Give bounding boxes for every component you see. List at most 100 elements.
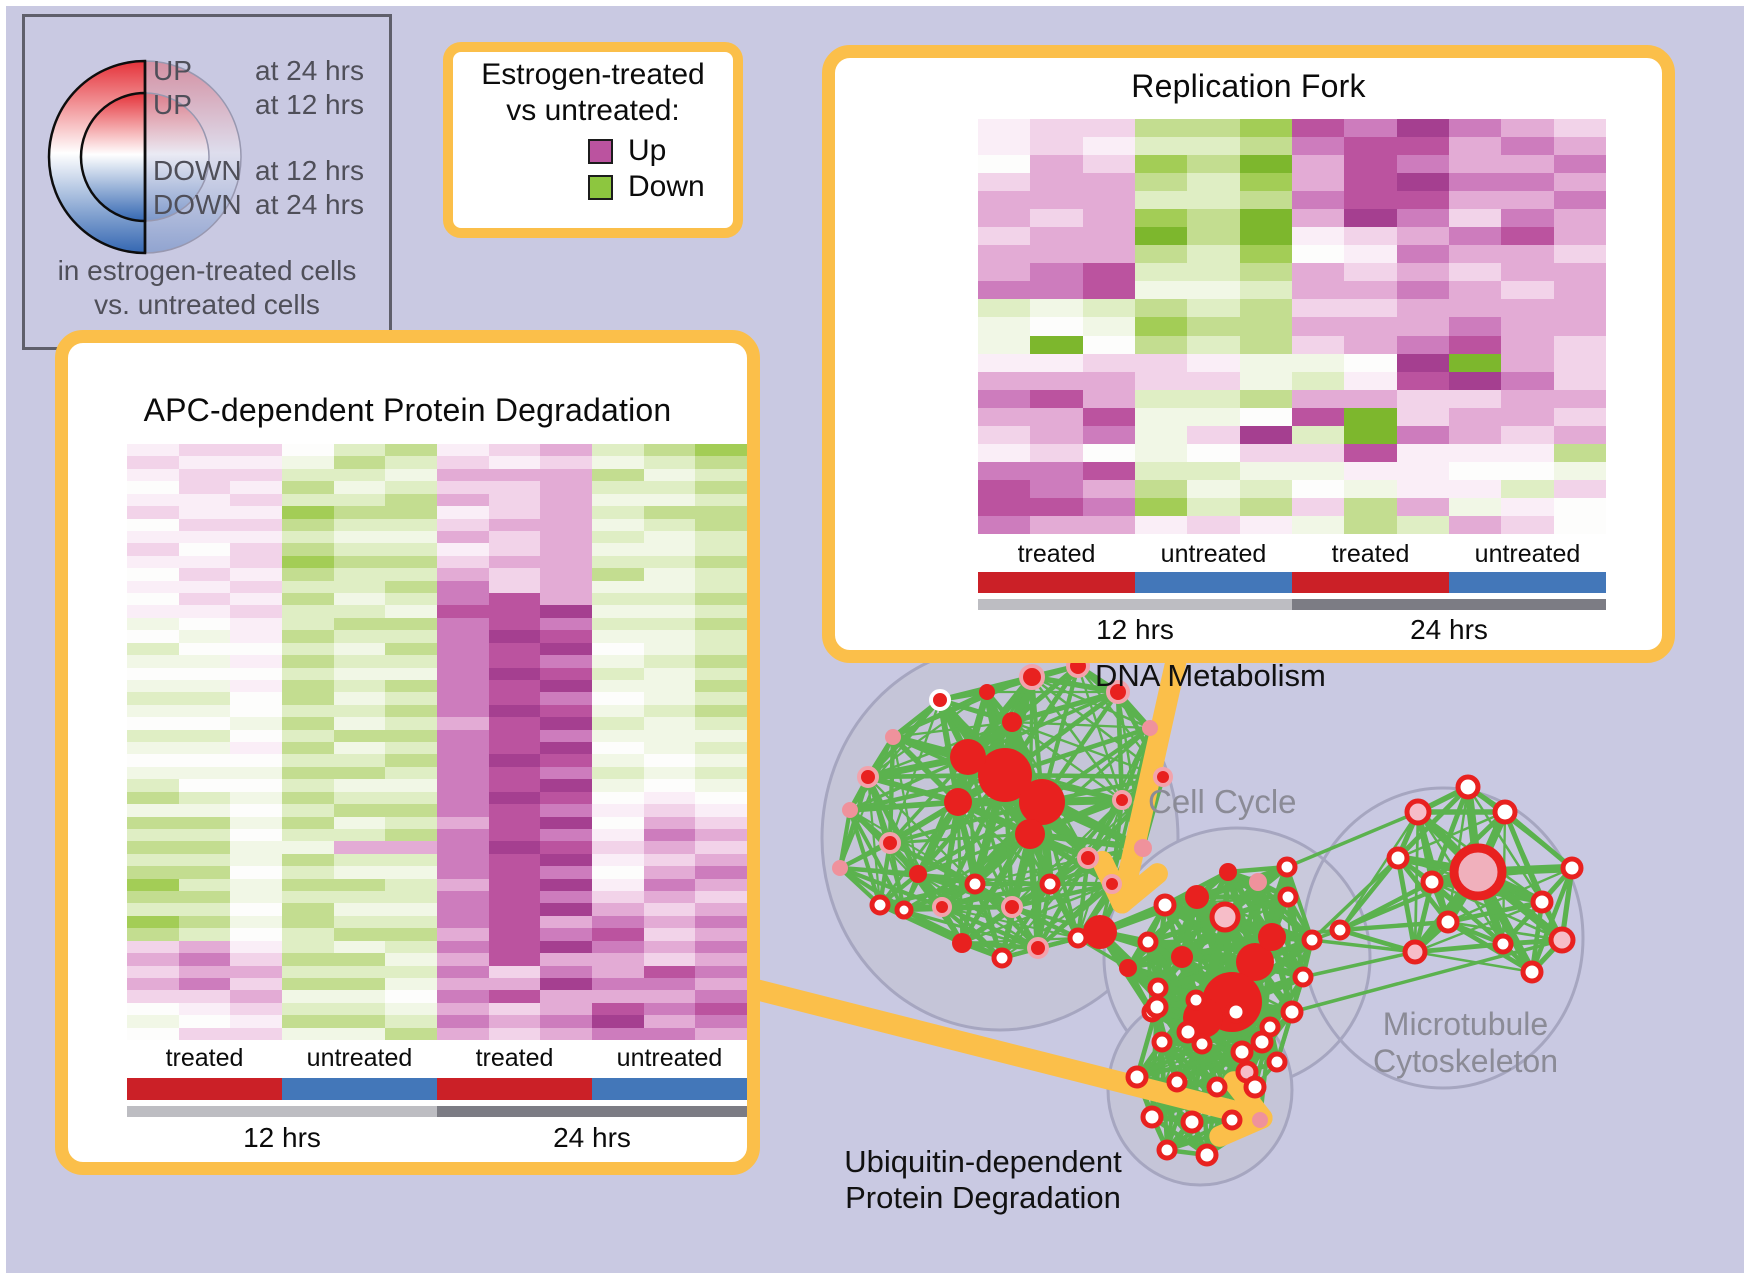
gene-node (1153, 767, 1173, 787)
gene-node (1180, 1110, 1204, 1134)
gene-node (1301, 929, 1323, 951)
time-label: 24 hrs (1410, 614, 1488, 645)
group-label: treated (475, 1044, 554, 1072)
estrogen-legend-title-line2: vs untreated: (506, 94, 680, 127)
ubiquitin-label-line1: Ubiquitin-dependent (844, 1144, 1122, 1179)
apc-panel: APC-dependent Protein Degradation treate… (55, 330, 760, 1175)
microtubule-label-line1: Microtubule (1382, 1006, 1549, 1042)
gene-node (1492, 799, 1518, 825)
updown-line: UP at 12 hrs (153, 89, 364, 121)
group-label: untreated (1474, 540, 1581, 568)
gene-node (1001, 896, 1023, 918)
direction-label: DOWN (153, 189, 242, 220)
gene-node (1436, 910, 1460, 934)
link-arrowhead (1111, 863, 1168, 914)
gene-node (1520, 960, 1544, 984)
gene-node (1019, 779, 1065, 825)
gene-node (1548, 926, 1576, 954)
gene-node (1185, 885, 1209, 909)
gene-node (929, 689, 951, 711)
gene-node (1292, 966, 1314, 988)
gene-node (1420, 870, 1444, 894)
treatment-bars (127, 1078, 747, 1100)
gene-node (1145, 995, 1169, 1019)
gene-node (1083, 915, 1117, 949)
gene-node (1329, 919, 1351, 941)
panel-title: APC-dependent Protein Degradation (143, 392, 672, 428)
direction-label: UP (153, 89, 192, 120)
gene-node (842, 802, 858, 818)
time-label: at 24 hrs (255, 55, 364, 86)
gene-node (1230, 1040, 1254, 1064)
time-labels: 12 hrs 24 hrs (978, 614, 1606, 646)
gene-node (1077, 847, 1099, 869)
gene-node (1125, 1065, 1149, 1089)
group-label: treated (1017, 540, 1096, 568)
gene-node (1259, 1016, 1281, 1038)
gene-node (1221, 1109, 1243, 1131)
time-bars (978, 599, 1606, 610)
up-label: Up (628, 134, 667, 167)
gene-node (1266, 1051, 1288, 1073)
time-bars (127, 1106, 747, 1117)
gene-node (885, 729, 901, 745)
time-label: at 24 hrs (255, 189, 364, 220)
legend-row-up: Up (588, 134, 666, 168)
gene-node (1455, 774, 1481, 800)
replication-fork-heatmap (978, 119, 1606, 534)
gene-node (1176, 1020, 1200, 1044)
panel-title: Replication Fork (1131, 68, 1366, 104)
ubiquitin-label-line2: Protein Degradation (845, 1180, 1121, 1215)
link-arrow-shaft (1111, 641, 1189, 914)
gene-node (944, 788, 972, 816)
gene-node (1191, 1033, 1213, 1055)
gene-node (1243, 1075, 1267, 1099)
updown-gradient-icon (47, 59, 242, 255)
group-label: treated (1331, 540, 1410, 568)
gene-node (978, 748, 1032, 802)
treatment-bars (978, 572, 1606, 593)
direction-label: UP (153, 55, 192, 86)
gene-node (1530, 890, 1554, 914)
gene-node (1002, 712, 1022, 732)
gene-node (1185, 989, 1207, 1011)
gene-node (1492, 933, 1514, 955)
gene-node (857, 766, 879, 788)
down-swatch (588, 174, 613, 200)
gene-node (1449, 843, 1507, 901)
gene-node (952, 933, 972, 953)
gene-node (1039, 873, 1061, 895)
gene-node (1402, 939, 1428, 965)
gene-node (1019, 664, 1045, 690)
group-labels: treated untreated treated untreated (127, 1044, 747, 1073)
updown-caption-line2: vs. untreated cells (94, 289, 320, 320)
gene-node (1252, 1112, 1268, 1128)
gene-node (1258, 923, 1286, 951)
gene-node (979, 684, 995, 700)
updown-line: DOWN at 12 hrs (153, 155, 364, 187)
apc-heatmap (127, 444, 747, 1040)
time-label: 12 hrs (243, 1122, 321, 1153)
gene-node (869, 894, 891, 916)
group-label: treated (165, 1044, 244, 1072)
gene-node (1112, 790, 1132, 810)
gene-node (1119, 959, 1137, 977)
gene-node (1015, 819, 1045, 849)
replication-fork-panel: Replication Fork treated untreated treat… (822, 45, 1675, 663)
legend-row-down: Down (588, 170, 705, 204)
updown-line: UP at 24 hrs (153, 55, 364, 87)
microtubule-label-line2: Cytoskeleton (1373, 1043, 1558, 1079)
gene-node (832, 860, 848, 876)
direction-label: DOWN (153, 155, 242, 186)
updown-caption-line1: in estrogen-treated cells (57, 255, 357, 286)
gene-node (1151, 1031, 1173, 1053)
gene-node (1219, 863, 1237, 881)
group-label: untreated (616, 1044, 723, 1072)
gene-node (1153, 893, 1177, 917)
estrogen-legend-title-line1: Estrogen-treated (481, 58, 705, 91)
gene-node (1156, 1139, 1178, 1161)
updown-legend-box: UP at 24 hrs UP at 12 hrs DOWN at 12 hrs… (22, 14, 392, 350)
gene-node (1249, 873, 1267, 891)
